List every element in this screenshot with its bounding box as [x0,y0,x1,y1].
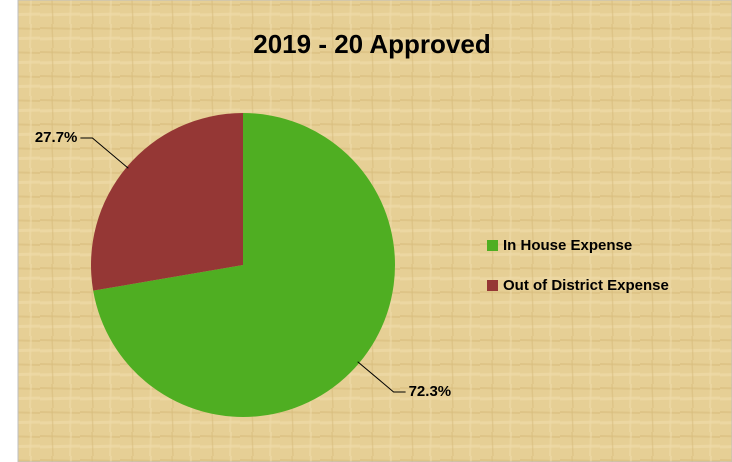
chart-title: 2019 - 20 Approved [253,29,490,59]
pie-slice [93,113,396,417]
data-label: 27.7% [35,129,78,146]
legend-label: In House Expense [503,237,632,254]
data-label: 72.3% [409,383,452,400]
leader-line [357,361,406,393]
legend: In House Expense Out of District Expense [487,237,669,294]
legend-swatch [487,280,498,291]
leader-line [80,137,129,169]
legend-label: Out of District Expense [503,277,669,294]
pie-slice [91,113,243,291]
pie: 72.3% 27.7% [35,113,451,417]
legend-swatch [487,240,498,251]
